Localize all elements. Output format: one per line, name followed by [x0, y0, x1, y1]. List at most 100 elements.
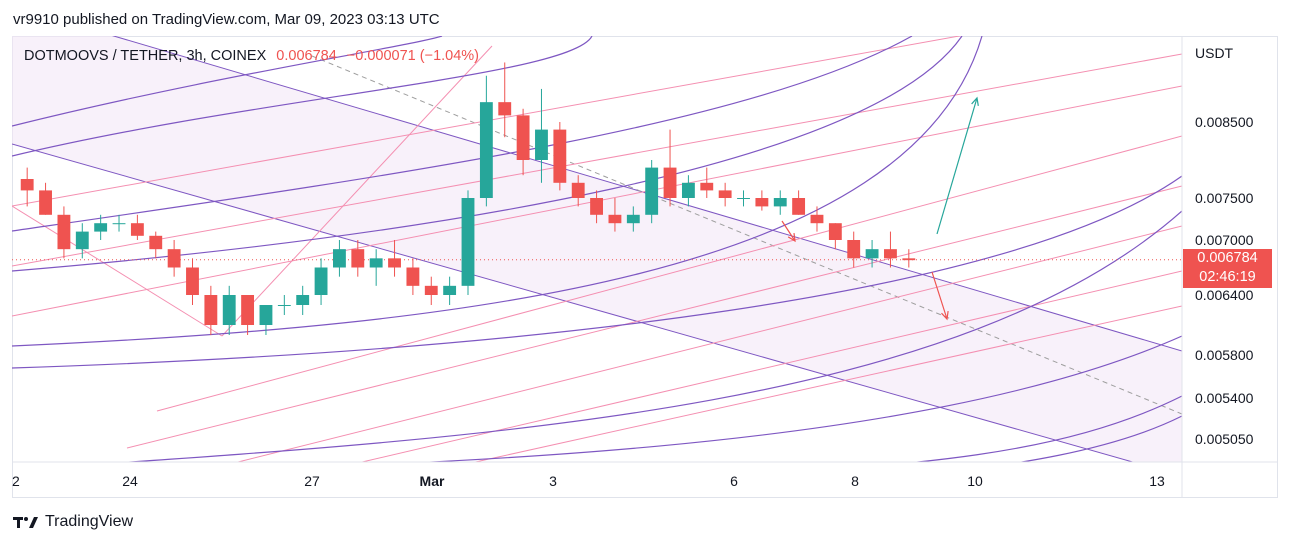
- fib-fan-line: [12, 36, 962, 207]
- fib-fan-line: [221, 45, 493, 337]
- fib-arc: [12, 36, 593, 157]
- arrow-down-target-head: [941, 310, 949, 321]
- channel-median-line: [311, 55, 1182, 415]
- fib-arc: [1018, 415, 1182, 462]
- candle-body: [645, 167, 659, 215]
- candle-body: [461, 198, 475, 286]
- candle-body: [902, 258, 916, 261]
- candle-body: [443, 285, 457, 295]
- candle-body: [792, 198, 806, 215]
- candle-body: [810, 214, 824, 224]
- last-price-tag: 0.006784 02:46:19: [1183, 249, 1272, 288]
- candle-body: [369, 258, 383, 268]
- x-tick-label: 3: [549, 473, 557, 489]
- price-axis-currency: USDT: [1195, 45, 1234, 61]
- fib-fan-line: [12, 205, 223, 337]
- fib-arc: [121, 210, 1182, 462]
- candle-body: [259, 305, 273, 325]
- fib-arc: [12, 175, 1182, 369]
- candle-body: [755, 198, 769, 207]
- candle-body: [130, 223, 144, 236]
- channel-fill: [12, 36, 1182, 462]
- publisher-caption: vr9910 published on TradingView.com, Mar…: [13, 11, 440, 28]
- candle-body: [847, 240, 861, 259]
- candle-body: [20, 179, 34, 191]
- brand-label: TradingView: [45, 513, 134, 530]
- x-tick-label: 2: [12, 473, 20, 489]
- y-tick-label: 0.005800: [1195, 347, 1254, 363]
- candle-body: [663, 167, 677, 198]
- candle-body: [884, 249, 897, 259]
- candle-body: [718, 190, 732, 198]
- x-tick-label: 6: [730, 473, 738, 489]
- candle-body: [333, 249, 346, 268]
- arrow-down-marker-head: [787, 232, 796, 243]
- candle-body: [590, 198, 603, 215]
- y-tick-label: 0.006400: [1195, 287, 1254, 303]
- arrow-down-marker: [781, 220, 796, 242]
- legend-last-price: 0.006784: [276, 48, 337, 64]
- candle-body: [314, 267, 328, 295]
- candle-body: [700, 182, 714, 191]
- candle-body: [75, 231, 89, 250]
- candle-body: [222, 295, 236, 325]
- candle-body: [149, 235, 163, 250]
- fib-arc: [12, 36, 443, 127]
- candle-body: [351, 249, 365, 268]
- legend-symbol: DOTMOOVS / TETHER, 3h, COINEX: [24, 48, 267, 64]
- candle-body: [828, 223, 842, 240]
- y-tick-label: 0.005050: [1195, 431, 1254, 447]
- fib-fan-line: [473, 305, 1182, 462]
- candle-body: [186, 267, 199, 295]
- candle-body: [94, 223, 108, 232]
- tradingview-logo-icon: [13, 517, 38, 528]
- candle-body: [296, 295, 310, 305]
- fib-arc: [12, 36, 983, 347]
- candle-body: [406, 267, 420, 286]
- last-price-value: 0.006784: [1197, 250, 1258, 266]
- arrow-up-target: [936, 97, 978, 235]
- fib-arc: [911, 395, 1182, 462]
- bar-countdown: 02:46:19: [1199, 269, 1256, 285]
- candle-body: [608, 214, 622, 224]
- candle-body: [626, 214, 640, 224]
- candle-body: [388, 258, 401, 268]
- price-chart[interactable]: USDT0.0085000.0075000.0070000.0064000.00…: [12, 36, 1278, 498]
- candle-body: [167, 249, 181, 268]
- candle-body: [277, 305, 291, 306]
- legend-change: −0.000071 (−1.04%): [346, 48, 480, 64]
- y-tick-label: 0.007000: [1195, 232, 1254, 248]
- candle-body: [204, 295, 218, 325]
- x-tick-label: 27: [304, 473, 320, 489]
- fib-fan-line: [235, 225, 1182, 462]
- tradingview-brand[interactable]: TradingView: [13, 513, 133, 531]
- chart-frame: [12, 36, 1278, 498]
- candle-body: [241, 295, 255, 325]
- candle-body: [516, 115, 530, 160]
- channel-upper-line: [111, 36, 1182, 352]
- candle-body: [57, 214, 71, 250]
- candle-body: [681, 182, 695, 198]
- candle-body: [112, 223, 126, 225]
- chart-legend: DOTMOOVS / TETHER, 3h, COINEX 0.006784 −…: [24, 48, 479, 64]
- x-tick-label: Mar: [420, 473, 445, 489]
- fib-arc: [12, 36, 963, 272]
- fib-fan-line: [156, 135, 1182, 412]
- candle-body: [479, 102, 493, 198]
- candle-body: [865, 249, 879, 259]
- y-tick-label: 0.007500: [1195, 190, 1254, 206]
- fib-arc: [419, 335, 1182, 462]
- y-tick-label: 0.008500: [1195, 114, 1254, 130]
- x-tick-label: 10: [967, 473, 983, 489]
- x-tick-label: 24: [122, 473, 138, 489]
- fib-fan-line: [126, 185, 1182, 449]
- x-tick-label: 8: [851, 473, 859, 489]
- arrow-up-target-head: [971, 96, 979, 106]
- candle-body: [571, 182, 585, 198]
- candle-body: [553, 129, 567, 183]
- candle-body: [773, 198, 787, 207]
- candle-body: [498, 102, 512, 116]
- arrow-down-target: [931, 271, 948, 320]
- x-tick-label: 13: [1149, 473, 1165, 489]
- candle-body: [535, 129, 548, 160]
